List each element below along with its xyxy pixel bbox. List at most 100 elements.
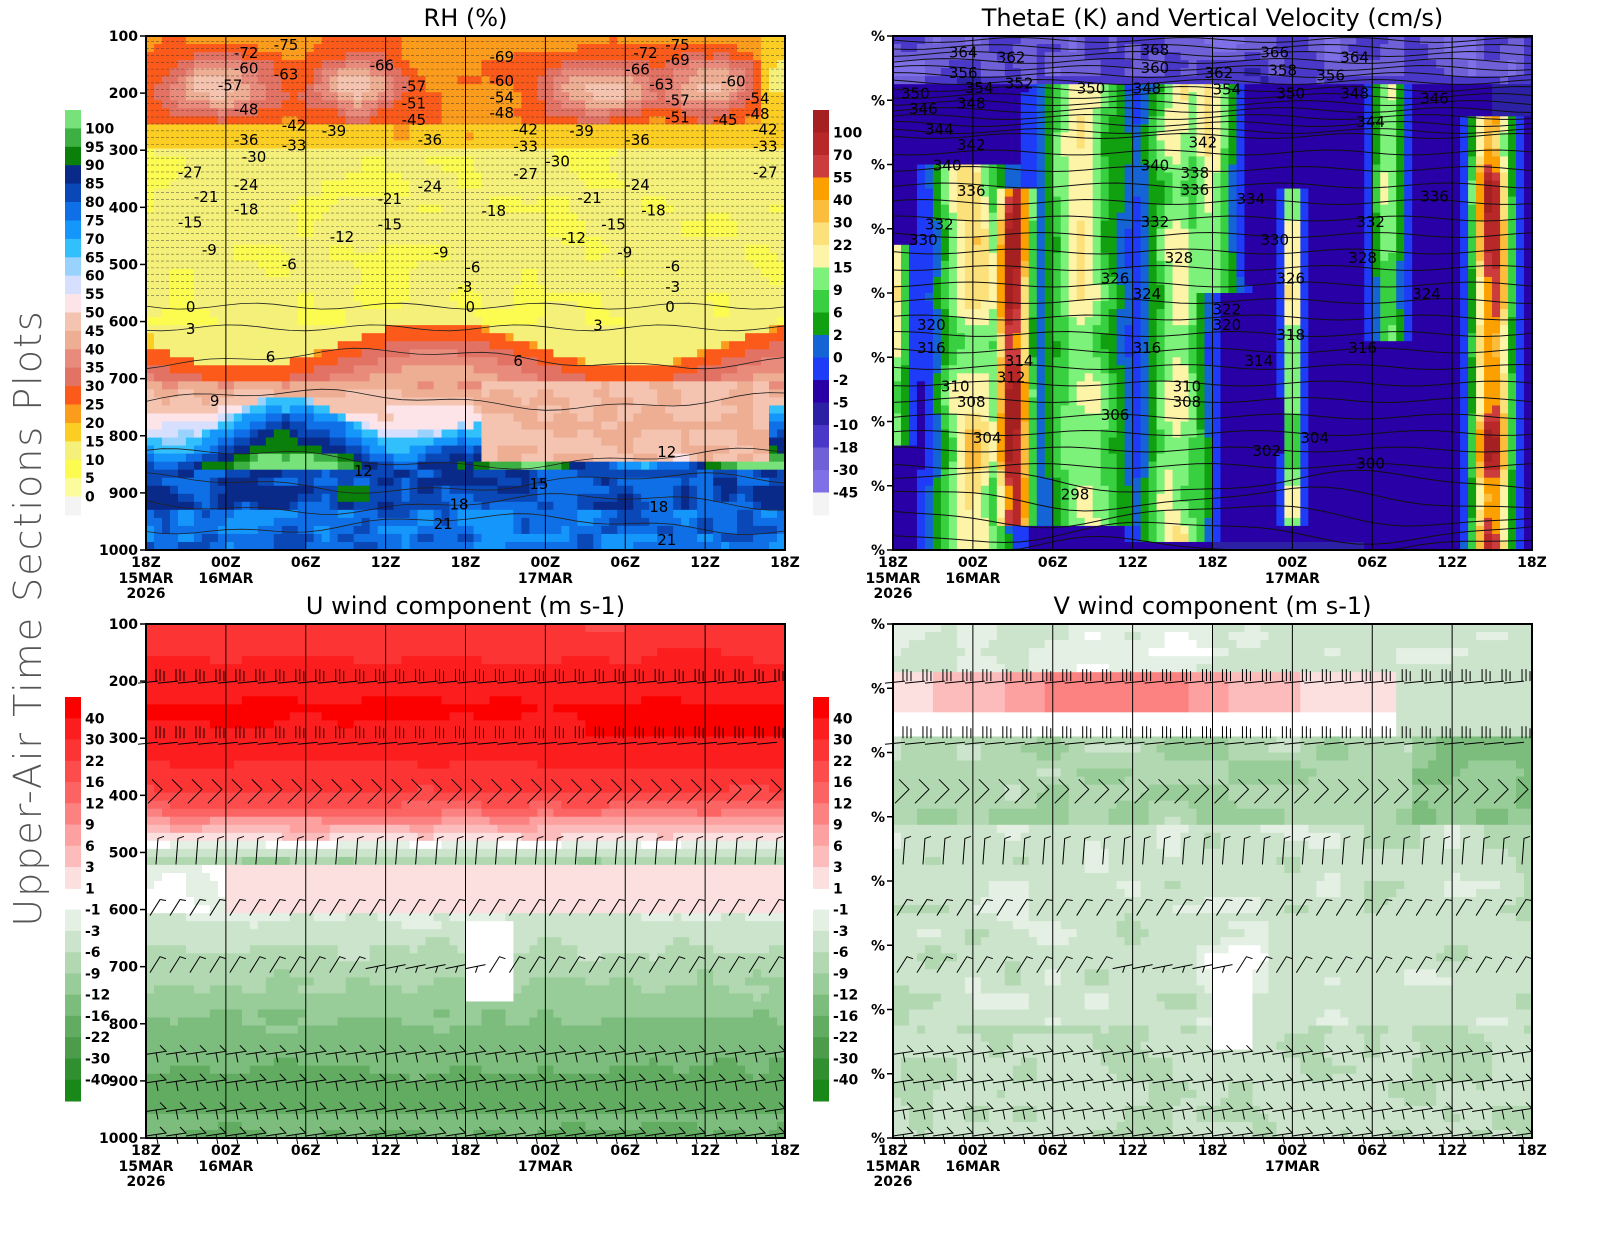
field-cell bbox=[353, 381, 363, 390]
field-cell bbox=[649, 60, 658, 69]
field-cell bbox=[657, 405, 666, 415]
field-cell bbox=[569, 413, 578, 423]
field-cell bbox=[345, 68, 355, 77]
field-cell bbox=[433, 397, 443, 407]
field-cell bbox=[241, 533, 251, 543]
field-cell bbox=[617, 293, 626, 302]
field-cell bbox=[146, 188, 155, 198]
field-cell bbox=[185, 252, 195, 262]
field-cell bbox=[657, 317, 666, 326]
field-cell bbox=[537, 84, 546, 93]
field-cell bbox=[289, 437, 299, 447]
field-cell bbox=[657, 180, 666, 190]
field-cell bbox=[353, 477, 363, 487]
field-cell bbox=[425, 341, 435, 350]
field-cell bbox=[209, 212, 219, 222]
field-cell bbox=[361, 188, 371, 198]
field-cell bbox=[153, 509, 163, 519]
field-cell bbox=[337, 244, 347, 254]
field-cell bbox=[209, 493, 219, 503]
field-cell bbox=[329, 228, 339, 238]
field-cell bbox=[625, 140, 634, 150]
field-cell bbox=[393, 333, 403, 342]
field-cell bbox=[393, 445, 403, 455]
field-cell bbox=[721, 212, 730, 222]
field-cell bbox=[409, 341, 419, 350]
field-cell bbox=[705, 461, 714, 471]
field-cell bbox=[553, 276, 562, 286]
field-cell bbox=[233, 180, 243, 190]
field-cell bbox=[481, 132, 491, 142]
field-cell bbox=[185, 92, 195, 101]
field-cell bbox=[481, 124, 491, 133]
field-cell bbox=[649, 445, 658, 455]
field-cell bbox=[553, 469, 562, 479]
field-cell bbox=[649, 349, 658, 358]
field-cell bbox=[369, 60, 379, 69]
field-cell bbox=[721, 421, 730, 431]
field-cell bbox=[225, 541, 235, 551]
field-cell bbox=[497, 485, 507, 495]
field-cell bbox=[329, 204, 339, 214]
field-cell bbox=[633, 349, 642, 358]
field-cell bbox=[289, 252, 299, 262]
field-cell bbox=[705, 413, 714, 423]
field-cell bbox=[737, 68, 746, 77]
field-cell bbox=[305, 325, 315, 334]
field-cell bbox=[281, 533, 291, 543]
field-cell bbox=[689, 252, 698, 262]
field-cell bbox=[449, 260, 459, 270]
field-cell bbox=[297, 461, 307, 471]
field-cell bbox=[489, 501, 499, 511]
field-cell bbox=[417, 236, 427, 246]
field-cell bbox=[297, 517, 307, 527]
field-cell bbox=[369, 421, 379, 431]
field-cell bbox=[401, 469, 411, 479]
field-cell bbox=[385, 116, 395, 125]
field-cell bbox=[569, 116, 578, 125]
field-cell bbox=[425, 260, 435, 270]
field-cell bbox=[225, 485, 235, 495]
field-cell bbox=[441, 349, 451, 358]
field-cell bbox=[681, 36, 690, 45]
field-cell bbox=[361, 357, 371, 366]
field-cell bbox=[313, 333, 323, 342]
field-cell bbox=[569, 485, 578, 495]
field-cell bbox=[761, 196, 770, 206]
field-cell bbox=[697, 333, 706, 342]
field-cell bbox=[609, 533, 618, 543]
field-cell bbox=[721, 517, 730, 527]
field-cell bbox=[521, 525, 530, 535]
field-cell bbox=[753, 477, 762, 487]
field-cell bbox=[449, 485, 459, 495]
field-cell bbox=[729, 461, 738, 471]
field-cell bbox=[233, 276, 243, 286]
field-cell bbox=[185, 164, 195, 174]
field-cell bbox=[353, 341, 363, 350]
field-cell bbox=[305, 301, 315, 310]
field-cell bbox=[209, 132, 219, 142]
field-cell bbox=[433, 228, 443, 238]
field-cell bbox=[689, 124, 698, 133]
field-cell bbox=[369, 501, 379, 511]
field-cell bbox=[609, 100, 618, 109]
field-cell bbox=[673, 212, 682, 222]
field-cell bbox=[249, 204, 259, 214]
field-cell bbox=[641, 124, 650, 133]
field-cell bbox=[681, 276, 690, 286]
field-cell bbox=[265, 196, 275, 206]
field-cell bbox=[649, 68, 658, 77]
field-cell bbox=[313, 220, 323, 230]
field-cell bbox=[377, 381, 387, 390]
field-cell bbox=[417, 204, 427, 214]
field-cell bbox=[241, 124, 251, 133]
field-cell bbox=[161, 212, 171, 222]
field-cell bbox=[593, 228, 602, 238]
field-cell bbox=[265, 421, 275, 431]
field-cell bbox=[289, 309, 299, 318]
field-cell bbox=[681, 325, 690, 334]
field-cell bbox=[449, 533, 459, 543]
field-cell bbox=[329, 309, 339, 318]
field-cell bbox=[745, 469, 754, 479]
field-cell bbox=[153, 533, 163, 543]
